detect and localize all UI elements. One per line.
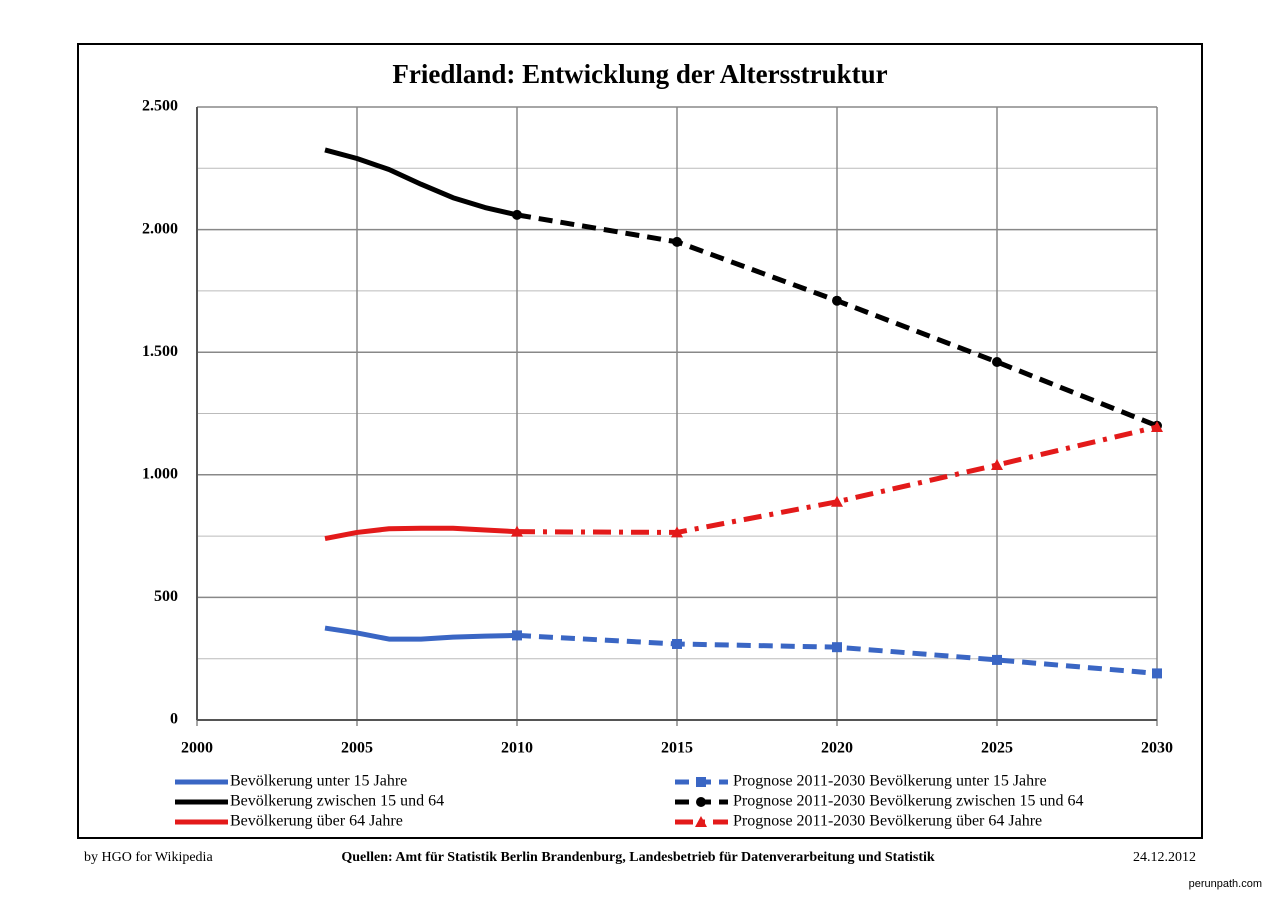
marker [991, 458, 1003, 470]
x-tick-label: 2005 [341, 740, 373, 757]
x-tick-label: 2025 [981, 740, 1013, 757]
marker [511, 525, 523, 537]
legend-label: Prognose 2011-2030 Bevölkerung über 64 J… [733, 813, 1042, 830]
series-line [324, 525, 518, 542]
legend-label: Prognose 2011-2030 Bevölkerung zwischen … [733, 793, 1083, 810]
y-tick-label: 1.500 [142, 343, 178, 360]
x-tick-label: 2030 [1141, 740, 1173, 757]
marker [696, 777, 706, 787]
marker [512, 209, 522, 220]
y-tick-label: 0 [170, 711, 178, 728]
marker [672, 638, 682, 649]
y-tick-label: 1.000 [142, 465, 178, 482]
marker [1152, 668, 1162, 679]
watermark: perunpath.com [1189, 878, 1262, 890]
x-tick-label: 2015 [661, 740, 693, 757]
footer-left: by HGO for Wikipedia [84, 850, 213, 865]
frame [77, 43, 1203, 839]
marker [672, 236, 682, 247]
legend-label: Prognose 2011-2030 Bevölkerung unter 15 … [733, 773, 1047, 790]
x-tick-label: 2000 [181, 740, 213, 757]
marker [832, 295, 842, 306]
marker [992, 357, 1002, 368]
chart-title: Friedland: Entwicklung der Altersstruktu… [392, 59, 887, 89]
marker [1151, 420, 1163, 432]
y-tick-label: 2.500 [142, 98, 178, 115]
x-tick-label: 2010 [501, 740, 533, 757]
footer-center: Quellen: Amt für Statistik Berlin Brande… [341, 850, 935, 865]
series-line [324, 625, 518, 642]
series-line [516, 424, 1158, 535]
y-tick-label: 500 [154, 588, 178, 605]
marker [695, 816, 707, 827]
series-line [324, 147, 518, 218]
marker [671, 526, 683, 538]
y-tick-label: 2.000 [142, 220, 178, 237]
legend-label: Bevölkerung unter 15 Jahre [230, 773, 407, 790]
legend-label: Bevölkerung zwischen 15 und 64 [230, 793, 444, 810]
marker [696, 797, 706, 807]
x-tick-label: 2020 [821, 740, 853, 757]
marker [831, 495, 843, 507]
legend-label: Bevölkerung über 64 Jahre [230, 813, 403, 830]
marker [832, 642, 842, 653]
footer-right: 24.12.2012 [1133, 850, 1196, 865]
marker [512, 630, 522, 641]
marker [992, 654, 1002, 665]
